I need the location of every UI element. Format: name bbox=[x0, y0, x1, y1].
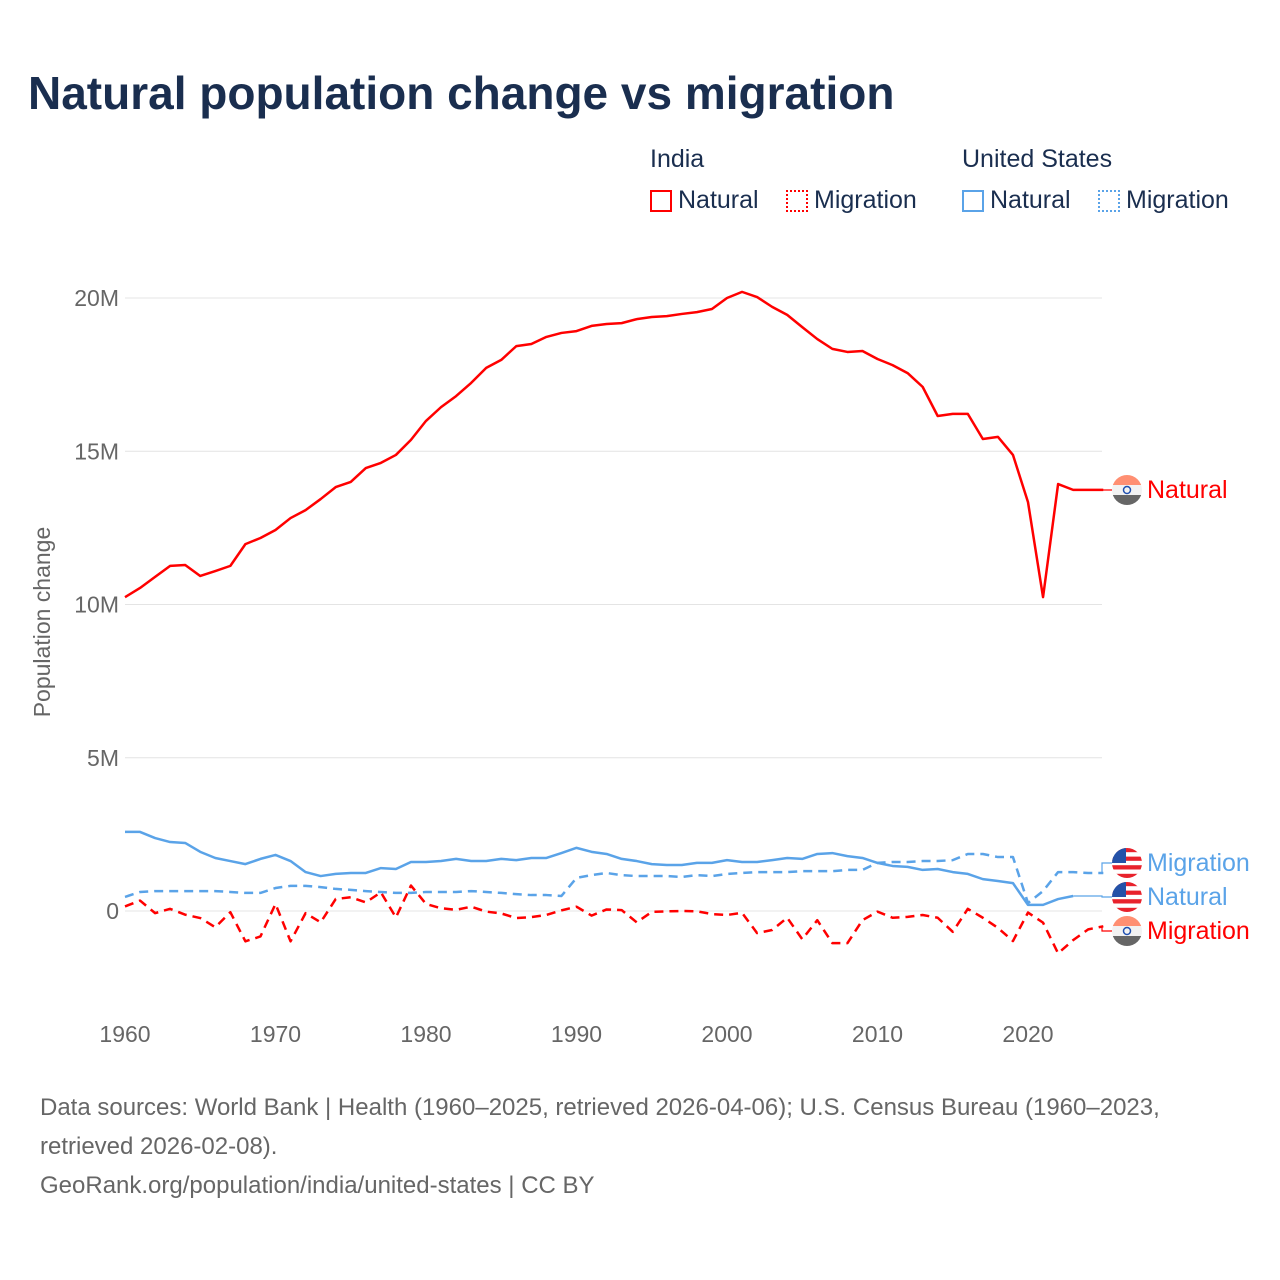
y-tick-label: 0 bbox=[106, 898, 119, 924]
india-flag-icon bbox=[1112, 475, 1142, 505]
label-connector bbox=[1101, 862, 1112, 874]
series-end-label: Natural bbox=[1147, 883, 1228, 911]
attribution[interactable]: GeoRank.org/population/india/united-stat… bbox=[40, 1172, 595, 1199]
legend-label: Migration bbox=[814, 186, 917, 214]
legend-us-migration[interactable]: Migration bbox=[1098, 186, 1229, 215]
dotted-swatch-icon bbox=[1098, 189, 1120, 212]
solid-swatch-icon bbox=[962, 189, 984, 212]
y-axis-label: Population change bbox=[29, 527, 55, 718]
series-line-united-states-natural bbox=[125, 830, 1074, 907]
x-tick-label: 2010 bbox=[852, 1021, 903, 1047]
us-flag-icon bbox=[1112, 882, 1142, 912]
series-line-india-natural bbox=[124, 290, 1104, 599]
legend-label: Natural bbox=[990, 186, 1071, 214]
y-tick-label: 10M bbox=[74, 592, 119, 618]
us-flag-icon bbox=[1112, 848, 1142, 878]
legend-india-natural[interactable]: Natural bbox=[650, 186, 759, 215]
legend-group-us: United States bbox=[962, 145, 1113, 173]
series-line-india-migration bbox=[124, 884, 1104, 955]
label-connector bbox=[1101, 925, 1112, 932]
source-line-2: retrieved 2026-02-08). bbox=[40, 1133, 278, 1160]
x-tick-label: 2000 bbox=[701, 1021, 752, 1047]
legend-label: Natural bbox=[678, 186, 759, 214]
y-tick-label: 15M bbox=[74, 438, 119, 464]
footer: Data sources: World Bank | Health (1960–… bbox=[40, 1088, 1260, 1205]
series-end-label: Migration bbox=[1147, 917, 1250, 945]
x-tick-label: 1980 bbox=[400, 1021, 451, 1047]
legend-india-migration[interactable]: Migration bbox=[786, 186, 917, 215]
series-end-label: Migration bbox=[1147, 849, 1250, 877]
legend-us-natural[interactable]: Natural bbox=[962, 186, 1071, 215]
series-line-united-states-migration bbox=[124, 852, 1104, 905]
x-tick-label: 2020 bbox=[1002, 1021, 1053, 1047]
chart-title: Natural population change vs migration bbox=[28, 67, 895, 119]
source-line-1: Data sources: World Bank | Health (1960–… bbox=[40, 1094, 1160, 1121]
x-tick-label: 1960 bbox=[99, 1021, 150, 1047]
dotted-swatch-icon bbox=[786, 189, 808, 212]
x-tick-label: 1970 bbox=[250, 1021, 301, 1047]
x-tick-label: 1990 bbox=[551, 1021, 602, 1047]
series-end-label: Natural bbox=[1147, 476, 1228, 504]
legend-group-india: India bbox=[650, 145, 705, 173]
label-connector bbox=[1073, 895, 1112, 898]
y-tick-label: 20M bbox=[74, 285, 119, 311]
y-tick-label: 5M bbox=[87, 745, 119, 771]
solid-swatch-icon bbox=[650, 189, 672, 212]
india-flag-icon bbox=[1112, 916, 1142, 946]
legend-label: Migration bbox=[1126, 186, 1229, 214]
